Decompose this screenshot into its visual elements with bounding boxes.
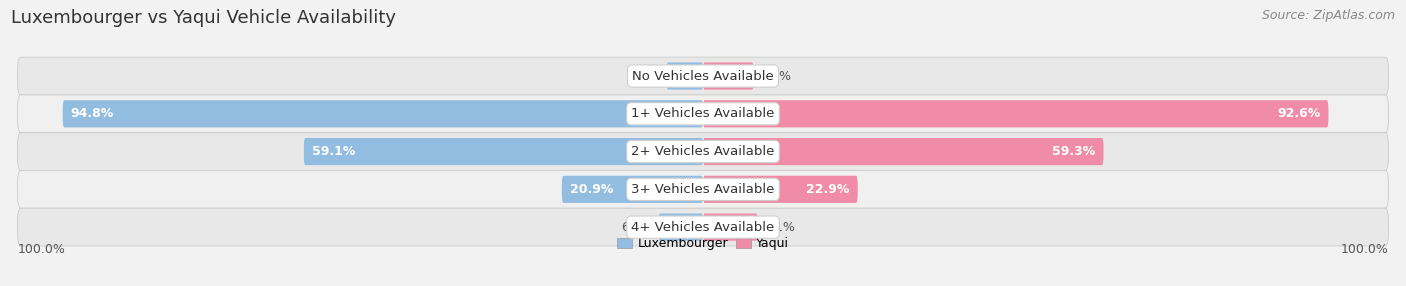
FancyBboxPatch shape [17, 95, 1389, 133]
FancyBboxPatch shape [17, 170, 1389, 208]
FancyBboxPatch shape [17, 57, 1389, 95]
FancyBboxPatch shape [703, 138, 1104, 165]
FancyBboxPatch shape [304, 138, 703, 165]
Text: 92.6%: 92.6% [1277, 107, 1320, 120]
FancyBboxPatch shape [17, 208, 1389, 246]
FancyBboxPatch shape [703, 214, 758, 241]
Text: 59.3%: 59.3% [1052, 145, 1095, 158]
Text: 7.5%: 7.5% [759, 69, 792, 83]
FancyBboxPatch shape [703, 62, 754, 90]
Text: No Vehicles Available: No Vehicles Available [633, 69, 773, 83]
Text: 20.9%: 20.9% [569, 183, 613, 196]
Text: 5.4%: 5.4% [630, 69, 661, 83]
Text: 8.1%: 8.1% [763, 221, 794, 234]
Text: 100.0%: 100.0% [17, 243, 65, 255]
FancyBboxPatch shape [17, 133, 1389, 170]
Text: 59.1%: 59.1% [312, 145, 356, 158]
Text: 94.8%: 94.8% [70, 107, 114, 120]
Text: Source: ZipAtlas.com: Source: ZipAtlas.com [1261, 9, 1395, 21]
FancyBboxPatch shape [703, 176, 858, 203]
Text: 2+ Vehicles Available: 2+ Vehicles Available [631, 145, 775, 158]
FancyBboxPatch shape [703, 100, 1329, 127]
FancyBboxPatch shape [666, 62, 703, 90]
Legend: Luxembourger, Yaqui: Luxembourger, Yaqui [613, 233, 793, 255]
Text: 22.9%: 22.9% [806, 183, 849, 196]
FancyBboxPatch shape [562, 176, 703, 203]
Text: 100.0%: 100.0% [1341, 243, 1389, 255]
Text: 1+ Vehicles Available: 1+ Vehicles Available [631, 107, 775, 120]
FancyBboxPatch shape [63, 100, 703, 127]
Text: 3+ Vehicles Available: 3+ Vehicles Available [631, 183, 775, 196]
Text: Luxembourger vs Yaqui Vehicle Availability: Luxembourger vs Yaqui Vehicle Availabili… [11, 9, 396, 27]
Text: 4+ Vehicles Available: 4+ Vehicles Available [631, 221, 775, 234]
Text: 6.6%: 6.6% [621, 221, 652, 234]
FancyBboxPatch shape [658, 214, 703, 241]
